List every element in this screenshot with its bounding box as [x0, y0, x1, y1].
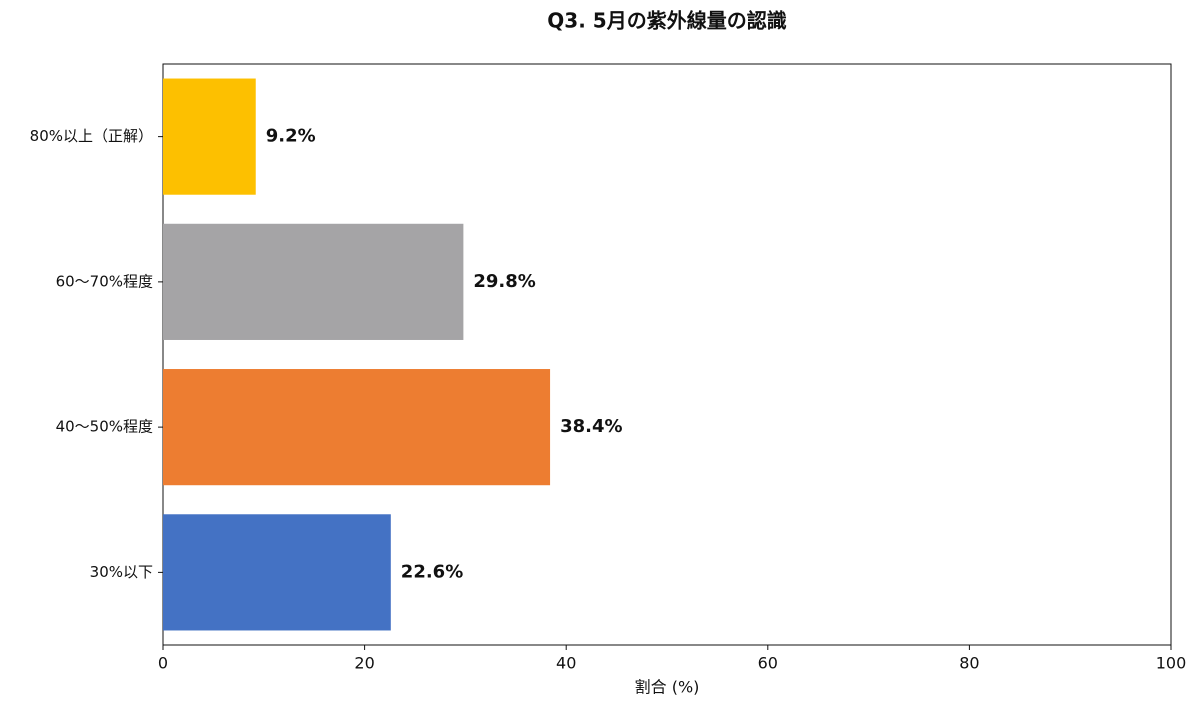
plot-frame	[162, 63, 1172, 646]
value-label: 29.8%	[473, 271, 535, 292]
x-tick-label: 60	[758, 654, 778, 673]
y-tick-label: 30%以下	[90, 563, 153, 581]
x-tick-label: 0	[158, 654, 168, 673]
bar	[163, 514, 391, 631]
bar	[163, 78, 256, 195]
bar	[163, 369, 551, 486]
y-tick-label: 80%以上（正解）	[30, 127, 153, 145]
chart-title: Q3. 5月の紫外線量の認識	[547, 9, 786, 33]
value-label: 9.2%	[266, 126, 316, 147]
y-tick-label: 40〜50%程度	[56, 418, 153, 436]
x-tick-label: 80	[959, 654, 979, 673]
bar	[163, 223, 464, 340]
x-tick-label: 20	[354, 654, 374, 673]
value-label: 22.6%	[401, 561, 463, 582]
x-tick-label: 40	[556, 654, 576, 673]
x-axis-label: 割合 (%)	[635, 678, 700, 697]
y-tick-label: 60〜70%程度	[56, 272, 153, 290]
x-tick-label: 100	[1156, 654, 1187, 673]
value-label: 38.4%	[560, 416, 622, 437]
